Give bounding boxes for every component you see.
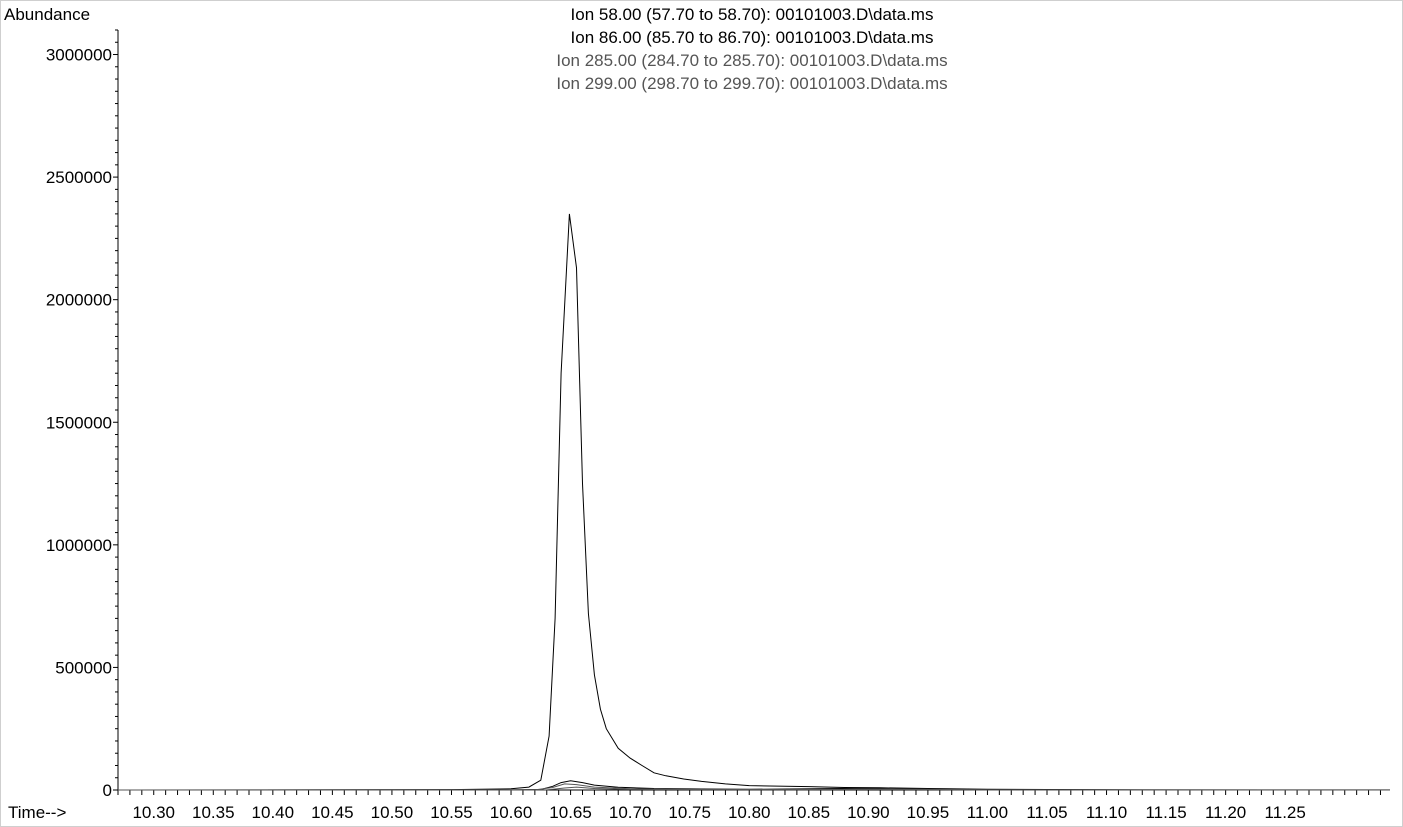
y-tick-label: 0	[103, 781, 112, 800]
x-tick-label: 10.50	[371, 803, 414, 822]
legend: Ion 58.00 (57.70 to 58.70): 00101003.D\d…	[556, 5, 947, 93]
y-tick-label: 2000000	[46, 291, 112, 310]
x-tick-label: 11.25	[1265, 803, 1306, 822]
x-tick-label: 10.35	[192, 803, 235, 822]
x-tick-label: 10.95	[907, 803, 950, 822]
x-tick-label: 10.65	[549, 803, 592, 822]
legend-entry-1: Ion 58.00 (57.70 to 58.70): 00101003.D\d…	[571, 5, 934, 24]
series-line-3	[117, 783, 1391, 791]
x-tick-label: 11.10	[1086, 803, 1127, 822]
x-tick-label: 11.00	[967, 803, 1008, 822]
x-tick-label: 10.30	[132, 803, 175, 822]
x-tick-label: 10.45	[311, 803, 354, 822]
x-axis-label: Time-->	[8, 803, 66, 822]
x-tick-label: 11.15	[1145, 803, 1186, 822]
x-tick-label: 10.85	[788, 803, 831, 822]
y-tick-label: 1500000	[46, 413, 112, 432]
x-tick-label: 10.60	[490, 803, 533, 822]
axes: 0 500000 1000000 1500000 2000000 2500000 30000…	[46, 29, 1390, 822]
legend-entry-3: Ion 285.00 (284.70 to 285.70): 00101003.…	[556, 51, 947, 70]
y-tick-label: 500000	[55, 658, 112, 677]
x-tick-label: 10.80	[728, 803, 771, 822]
x-tick-label: 11.20	[1205, 803, 1246, 822]
y-axis-label: Abundance	[4, 5, 90, 24]
series-line-1	[117, 213, 1390, 791]
y-tick-label: 2500000	[46, 168, 112, 187]
x-tick-label: 10.55	[430, 803, 473, 822]
x-tick-label: 10.70	[609, 803, 652, 822]
x-tick-label: 10.40	[252, 803, 295, 822]
legend-entry-4: Ion 299.00 (298.70 to 299.70): 00101003.…	[556, 74, 947, 93]
x-tick-label: 10.90	[847, 803, 890, 822]
series-layer	[117, 213, 1391, 791]
x-tick-label: 10.75	[668, 803, 711, 822]
x-tick-label: 11.05	[1026, 803, 1067, 822]
y-tick-label: 1000000	[46, 536, 112, 555]
series-line-4	[117, 786, 1391, 791]
legend-entry-2: Ion 86.00 (85.70 to 86.70): 00101003.D\d…	[571, 28, 934, 47]
y-tick-label: 3000000	[46, 46, 112, 65]
